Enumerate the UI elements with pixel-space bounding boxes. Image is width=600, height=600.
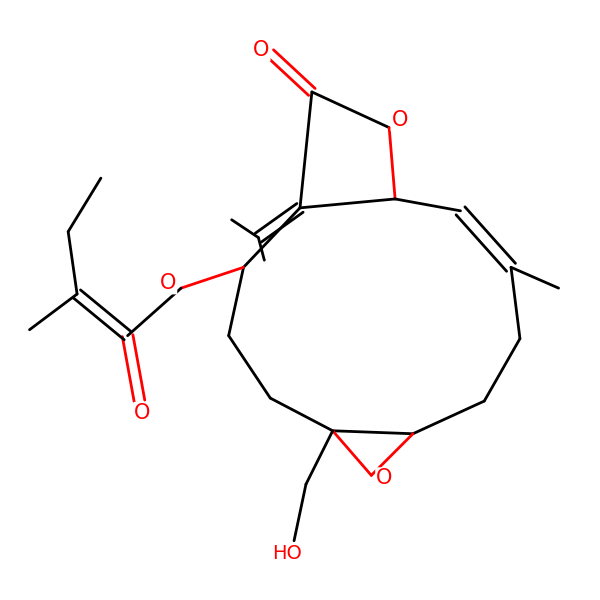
- Text: O: O: [376, 469, 392, 488]
- Text: O: O: [253, 40, 269, 61]
- Text: O: O: [134, 403, 151, 423]
- Text: O: O: [160, 274, 176, 293]
- Text: HO: HO: [272, 544, 302, 563]
- Text: O: O: [392, 110, 408, 130]
